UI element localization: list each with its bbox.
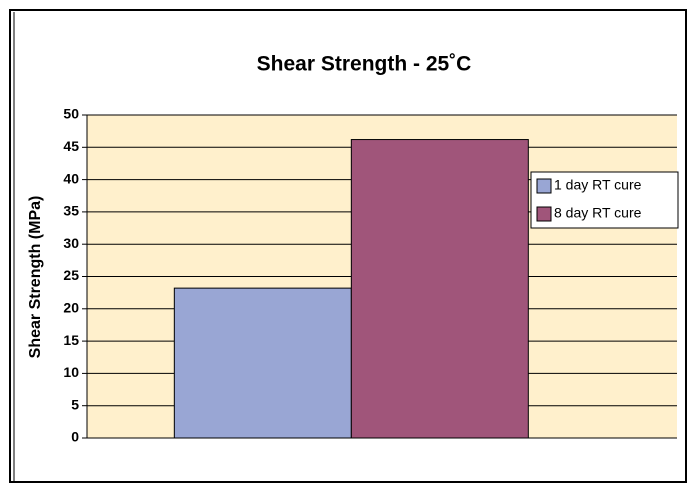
legend-swatch (536, 178, 552, 194)
y-tick-label: 20 (63, 300, 79, 316)
y-tick-label: 0 (71, 429, 79, 445)
bar (350, 139, 529, 439)
y-tick-label: 45 (63, 138, 79, 154)
y-tick-label: 15 (63, 332, 79, 348)
legend-label: 8 day RT cure (554, 205, 642, 221)
y-tick-label: 40 (63, 170, 79, 186)
legend-box (530, 171, 679, 229)
y-tick-label: 10 (63, 364, 79, 380)
y-tick-label: 25 (63, 267, 79, 283)
y-tick-label: 30 (63, 235, 79, 251)
bar (173, 287, 352, 439)
legend-swatch (536, 206, 552, 222)
y-tick-label: 5 (71, 396, 79, 412)
y-tick-label: 50 (63, 106, 79, 122)
chart-title: Shear Strength - 25˚C (257, 53, 472, 76)
y-tick-label: 35 (63, 203, 79, 219)
y-axis-label: Shear Strength (MPa) (27, 196, 44, 359)
legend-label: 1 day RT cure (554, 177, 642, 193)
